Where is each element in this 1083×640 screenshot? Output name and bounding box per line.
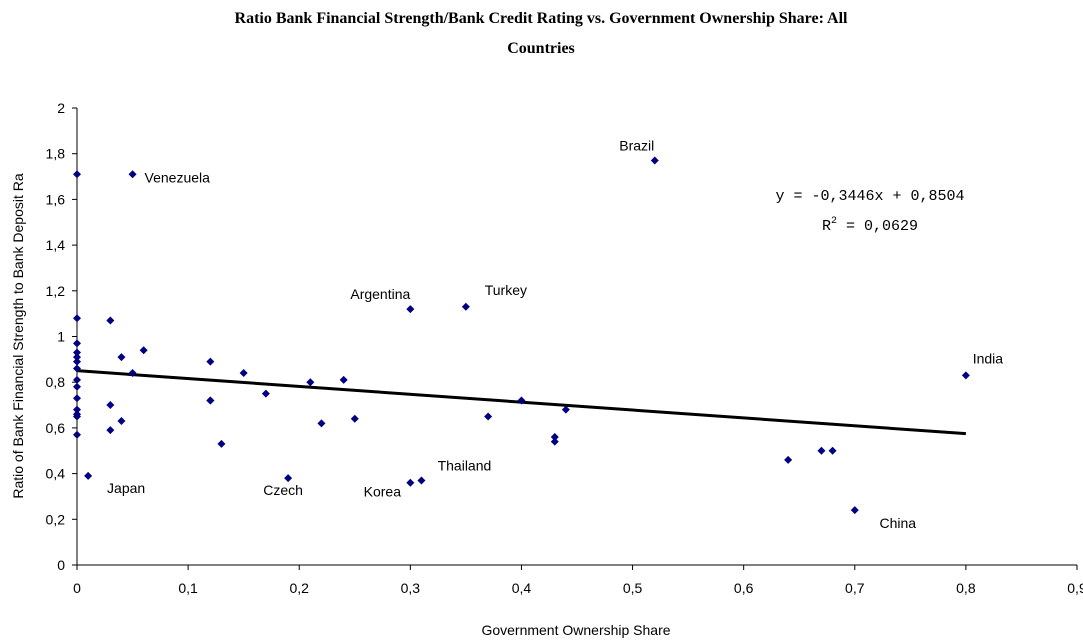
data-point bbox=[84, 471, 93, 480]
data-point bbox=[117, 417, 126, 426]
data-point bbox=[73, 339, 81, 348]
data-point bbox=[828, 446, 837, 455]
y-tick-label: 1,2 bbox=[46, 283, 66, 299]
data-point bbox=[73, 394, 81, 403]
data-point bbox=[261, 389, 270, 398]
chart-title-line-2: Countries bbox=[507, 40, 575, 57]
y-tick-label: 0,6 bbox=[46, 420, 66, 436]
x-tick-label: 0,8 bbox=[956, 580, 976, 596]
data-point bbox=[206, 396, 215, 405]
y-tick-label: 2 bbox=[57, 100, 65, 116]
x-tick-label: 0 bbox=[73, 580, 81, 596]
y-axis-label: Ratio of Bank Financial Strength to Bank… bbox=[10, 173, 26, 499]
data-point bbox=[850, 506, 859, 515]
x-tick-label: 0,2 bbox=[289, 580, 309, 596]
point-annotation-thailand: Thailand bbox=[438, 457, 492, 473]
data-point bbox=[550, 437, 559, 446]
data-point bbox=[406, 305, 415, 314]
data-point bbox=[73, 412, 81, 421]
data-point bbox=[106, 426, 115, 435]
data-point bbox=[106, 316, 115, 325]
x-tick-label: 0,4 bbox=[512, 580, 532, 596]
chart-title-line-1: Ratio Bank Financial Strength/Bank Credi… bbox=[235, 10, 849, 27]
point-annotation-brazil: Brazil bbox=[619, 138, 654, 154]
data-point bbox=[206, 357, 215, 366]
y-axis-ticks: 0 0,2 0,4 0,6 0,8 1 1,2 1,4 1,6 1,8 2 bbox=[46, 100, 77, 573]
x-tick-label: 0,3 bbox=[401, 580, 421, 596]
point-annotation-argentina: Argentina bbox=[350, 286, 410, 302]
r2-prefix: R bbox=[822, 218, 831, 235]
x-tick-label: 0,5 bbox=[623, 580, 643, 596]
point-annotations: Venezuela Brazil Argentina Turkey India Japan… bbox=[107, 138, 1003, 532]
y-tick-label: 1 bbox=[57, 329, 65, 345]
data-points bbox=[73, 156, 970, 515]
y-tick-label: 1,6 bbox=[46, 191, 66, 207]
data-point bbox=[650, 156, 659, 165]
y-tick-label: 1,8 bbox=[46, 146, 66, 162]
data-point bbox=[517, 396, 526, 405]
data-point bbox=[73, 375, 81, 384]
r2-value: = 0,0629 bbox=[837, 218, 918, 235]
y-tick-label: 1,4 bbox=[46, 237, 66, 253]
data-point bbox=[350, 414, 359, 423]
data-point bbox=[417, 476, 426, 485]
point-annotation-venezuela: Venezuela bbox=[145, 169, 211, 185]
data-point bbox=[484, 412, 493, 421]
data-point bbox=[128, 369, 137, 378]
x-axis-label: Government Ownership Share bbox=[481, 622, 670, 638]
data-point bbox=[461, 302, 470, 311]
data-point bbox=[817, 446, 826, 455]
data-point bbox=[73, 348, 81, 357]
point-annotation-korea: Korea bbox=[364, 484, 402, 500]
data-point bbox=[117, 353, 126, 362]
trendline-r-squared: R2 = 0,0629 bbox=[822, 216, 918, 235]
data-point bbox=[217, 439, 226, 448]
x-tick-label: 0,9 bbox=[1067, 580, 1083, 596]
point-annotation-india: India bbox=[973, 350, 1004, 366]
data-point bbox=[73, 364, 81, 373]
data-point bbox=[561, 405, 570, 414]
y-tick-label: 0,8 bbox=[46, 374, 66, 390]
data-point bbox=[73, 170, 81, 179]
r2-superscript: 2 bbox=[831, 216, 837, 227]
data-point bbox=[284, 474, 293, 483]
y-tick-label: 0,4 bbox=[46, 466, 66, 482]
data-point bbox=[406, 478, 415, 487]
x-tick-label: 0,6 bbox=[734, 580, 754, 596]
data-point bbox=[106, 401, 115, 410]
data-point bbox=[550, 433, 559, 442]
data-point bbox=[73, 357, 81, 366]
point-annotation-czech: Czech bbox=[263, 482, 303, 498]
data-point bbox=[784, 455, 793, 464]
data-point bbox=[73, 430, 81, 439]
data-point bbox=[73, 353, 81, 362]
x-tick-label: 0,7 bbox=[845, 580, 865, 596]
data-point bbox=[139, 346, 148, 355]
point-annotation-china: China bbox=[879, 515, 916, 531]
data-point bbox=[339, 375, 348, 384]
data-point bbox=[73, 382, 81, 391]
x-tick-label: 0,1 bbox=[178, 580, 198, 596]
point-annotation-japan: Japan bbox=[107, 480, 145, 496]
data-point bbox=[239, 369, 248, 378]
x-axis-ticks: 0 0,1 0,2 0,3 0,4 0,5 0,6 0,7 0,8 0,9 bbox=[73, 565, 1083, 596]
y-tick-label: 0,2 bbox=[46, 511, 66, 527]
point-annotation-turkey: Turkey bbox=[485, 282, 527, 298]
data-point bbox=[306, 378, 315, 387]
data-point bbox=[961, 371, 970, 380]
data-point bbox=[128, 170, 137, 179]
y-tick-label: 0 bbox=[57, 557, 65, 573]
data-point bbox=[73, 405, 81, 414]
trendline-equation: y = -0,3446x + 0,8504 bbox=[775, 188, 964, 205]
data-point bbox=[317, 419, 326, 428]
data-point bbox=[73, 314, 81, 323]
